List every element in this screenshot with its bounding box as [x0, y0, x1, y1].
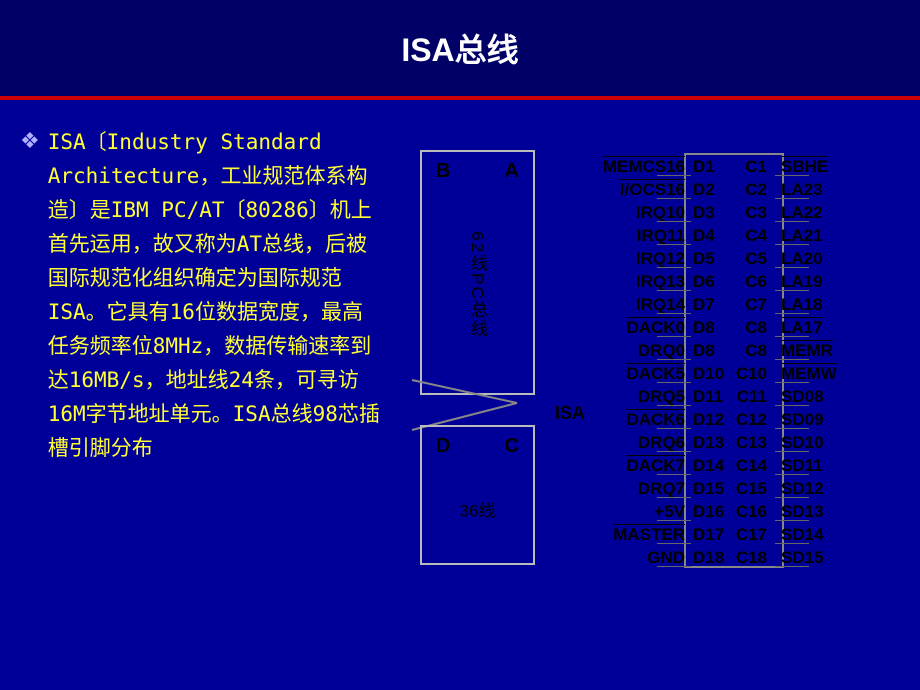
signal-right: SD14: [781, 523, 860, 546]
c-pin: C3: [730, 201, 767, 224]
bullet-icon: ❖: [20, 125, 40, 465]
signal-right: LA18: [781, 293, 860, 316]
signal-left: I/OCS16: [580, 178, 685, 201]
signal-right: LA22: [781, 201, 860, 224]
paragraph-text: ISA〔Industry Standard Architecture，工业规范体…: [48, 125, 380, 465]
c-pin-column: C1C2C3C4C5C6C7C8C8C10C11C12C13C14C15C16C…: [730, 155, 775, 569]
c-pin: C17: [730, 523, 767, 546]
d-pin: D14: [693, 454, 730, 477]
c-pin: C15: [730, 477, 767, 500]
label-c: C: [505, 435, 519, 458]
signal-right: SD11: [781, 454, 860, 477]
c-pin: C5: [730, 247, 767, 270]
signal-left: DACK7: [580, 454, 685, 477]
d-pin: D7: [693, 293, 730, 316]
signal-left: DRQ0: [580, 339, 685, 362]
signal-left: DRQ5: [580, 385, 685, 408]
d-pin: D3: [693, 201, 730, 224]
signal-right: MEMW: [781, 362, 860, 385]
d-pin: D2: [693, 178, 730, 201]
c-pin: C4: [730, 224, 767, 247]
page-title: ISA总线: [401, 25, 518, 71]
signal-right-column: SBHELA23LA22LA21LA20LA19LA18LA17MEMRMEMW…: [775, 155, 860, 569]
signal-right: SD08: [781, 385, 860, 408]
d-pin: D12: [693, 408, 730, 431]
d-pin: D5: [693, 247, 730, 270]
label-a: A: [505, 160, 519, 183]
box-b-caption: 36线: [460, 496, 496, 521]
signal-left: DRQ7: [580, 477, 685, 500]
d-pin-column: D1D2D3D4D5D6D7D8D8D10D11D12D13D14D15D16D…: [685, 155, 730, 569]
signal-right: LA21: [781, 224, 860, 247]
d-pin: D8: [693, 316, 730, 339]
pin-grid: MEMCS16I/OCS16IRQ10IRQ11IRQ12IRQ13IRQ14D…: [580, 155, 900, 569]
c-pin: C13: [730, 431, 767, 454]
connector-diagram: B A 62线PC总线 ISA D C 36线: [395, 125, 565, 569]
signal-left: +5V: [580, 500, 685, 523]
signal-left: DACK6: [580, 408, 685, 431]
connector-box-62pin: B A 62线PC总线: [420, 150, 535, 395]
bullet-item: ❖ ISA〔Industry Standard Architecture，工业规…: [20, 125, 380, 465]
header-band: ISA总线: [0, 0, 920, 100]
d-pin: D15: [693, 477, 730, 500]
signal-left: IRQ10: [580, 201, 685, 224]
signal-right: SD09: [781, 408, 860, 431]
signal-left: DRQ6: [580, 431, 685, 454]
c-pin: C8: [730, 339, 767, 362]
signal-left: MEMCS16: [580, 155, 685, 178]
c-pin: C11: [730, 385, 767, 408]
c-pin: C16: [730, 500, 767, 523]
c-pin: C12: [730, 408, 767, 431]
signal-right: MEMR: [781, 339, 860, 362]
signal-left-column: MEMCS16I/OCS16IRQ10IRQ11IRQ12IRQ13IRQ14D…: [580, 155, 685, 569]
signal-left: MASTER: [580, 523, 685, 546]
signal-left: IRQ11: [580, 224, 685, 247]
d-pin: D10: [693, 362, 730, 385]
signal-right: LA19: [781, 270, 860, 293]
signal-right: SD13: [781, 500, 860, 523]
c-pin: C10: [730, 362, 767, 385]
c-pin: C1: [730, 155, 767, 178]
label-b: B: [436, 160, 450, 183]
d-pin: D8: [693, 339, 730, 362]
signal-left: DACK5: [580, 362, 685, 385]
d-pin: D18: [693, 546, 730, 569]
signal-left: IRQ14: [580, 293, 685, 316]
signal-right: LA23: [781, 178, 860, 201]
c-pin: C7: [730, 293, 767, 316]
box-a-caption: 62线PC总线: [465, 231, 490, 339]
signal-left: IRQ13: [580, 270, 685, 293]
signal-right: SD10: [781, 431, 860, 454]
signal-right: LA17: [781, 316, 860, 339]
d-pin: D13: [693, 431, 730, 454]
signal-left: IRQ12: [580, 247, 685, 270]
pinout-table: MEMCS16I/OCS16IRQ10IRQ11IRQ12IRQ13IRQ14D…: [580, 125, 900, 569]
signal-left: GND: [580, 546, 685, 569]
signal-right: SD15: [781, 546, 860, 569]
signal-right: SBHE: [781, 155, 860, 178]
signal-right: SD12: [781, 477, 860, 500]
c-pin: C14: [730, 454, 767, 477]
c-pin: C18: [730, 546, 767, 569]
d-pin: D1: [693, 155, 730, 178]
content-area: ❖ ISA〔Industry Standard Architecture，工业规…: [0, 100, 920, 569]
c-pin: C2: [730, 178, 767, 201]
connector-box-36pin: D C 36线: [420, 425, 535, 565]
d-pin: D4: [693, 224, 730, 247]
signal-right: LA20: [781, 247, 860, 270]
label-d: D: [436, 435, 450, 458]
c-pin: C8: [730, 316, 767, 339]
d-pin: D17: [693, 523, 730, 546]
c-pin: C6: [730, 270, 767, 293]
d-pin: D6: [693, 270, 730, 293]
d-pin: D16: [693, 500, 730, 523]
d-pin: D11: [693, 385, 730, 408]
text-column: ❖ ISA〔Industry Standard Architecture，工业规…: [20, 125, 380, 569]
signal-left: DACK0: [580, 316, 685, 339]
